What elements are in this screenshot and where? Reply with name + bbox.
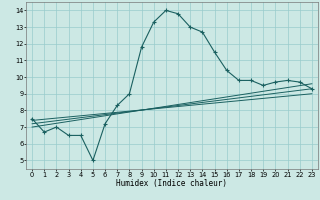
X-axis label: Humidex (Indice chaleur): Humidex (Indice chaleur) <box>116 179 228 188</box>
